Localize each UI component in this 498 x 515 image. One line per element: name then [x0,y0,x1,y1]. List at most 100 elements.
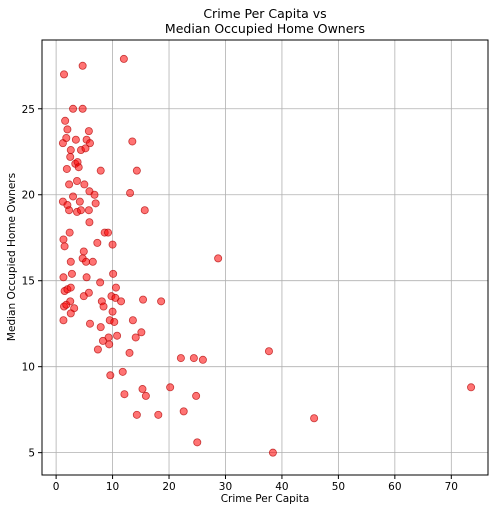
data-point [119,54,128,63]
data-point [106,371,115,380]
y-tick-label: 5 [28,448,35,460]
data-point [189,354,198,363]
data-point [109,269,118,278]
data-point [110,317,119,326]
data-point [141,391,150,400]
data-point [65,228,74,237]
data-point [66,152,75,161]
data-point [96,323,105,332]
data-point [90,190,99,199]
data-point [140,206,149,215]
data-point [69,192,78,201]
data-point [120,390,129,399]
data-point [105,340,114,349]
data-point [93,238,102,247]
data-point [82,273,91,282]
data-point [192,391,201,400]
data-point [91,199,100,208]
data-point [467,383,476,392]
data-point [154,410,163,419]
data-point [132,410,141,419]
grid-lines [42,40,488,475]
data-point [214,254,223,263]
data-point [131,333,140,342]
data-point [67,269,76,278]
data-point [126,189,135,198]
data-point [108,240,117,249]
data-point [85,218,94,227]
data-point [98,336,107,345]
plot-area-frame [41,39,489,476]
data-point [117,297,126,306]
data-point [63,125,72,134]
y-tick-label: 10 [22,362,35,374]
data-point [104,228,113,237]
x-tick-label: 40 [275,481,288,493]
data-point [108,307,117,316]
data-point [66,283,75,292]
chart-title-line-2: Median Occupied Home Owners [165,21,365,36]
data-point [66,146,75,155]
y-tick-label: 20 [22,190,35,202]
data-point [99,302,108,311]
data-point [75,197,84,206]
data-point [69,104,78,113]
data-point [137,328,146,337]
y-tick-label: 25 [22,104,35,116]
data-point [85,319,94,328]
data-point [88,257,97,266]
data-point [179,407,188,416]
data-point [59,235,68,244]
data-points [58,54,476,457]
data-point [66,297,75,306]
data-point [60,242,69,251]
data-point [76,206,85,215]
data-point [132,166,141,175]
data-point [62,164,71,173]
data-point [111,293,120,302]
data-point [81,144,90,153]
x-tick-label: 50 [332,481,345,493]
data-point [138,385,147,394]
x-tick-label: 20 [162,481,175,493]
x-axis-label: Crime Per Capita [221,493,310,505]
y-axis-ticks: 5 10 15 20 25 [22,104,42,460]
data-point [111,283,120,292]
data-point [79,247,88,256]
data-point [125,348,134,357]
data-point [78,61,87,70]
data-point [65,180,74,189]
data-point [113,331,122,340]
x-tick-label: 0 [53,481,60,493]
data-point [59,316,68,325]
x-axis-ticks: 0 10 20 30 40 50 60 70 [53,475,458,493]
data-point [85,139,94,148]
data-point [268,448,277,457]
data-point [128,137,137,146]
data-point [264,347,273,356]
data-point [139,295,148,304]
x-tick-label: 70 [445,481,458,493]
x-tick-label: 60 [388,481,401,493]
chart-title-line-1: Crime Per Capita vs [203,6,326,21]
data-point [66,309,75,318]
x-tick-label: 10 [106,481,119,493]
data-point [84,127,93,136]
data-point [96,278,105,287]
data-point [157,297,166,306]
data-point [128,316,137,325]
data-point [66,257,75,266]
data-point [84,206,93,215]
data-point [96,166,105,175]
data-point [61,116,70,125]
data-point [193,438,202,447]
data-point [310,414,319,423]
x-tick-label: 30 [219,481,232,493]
data-point [80,180,89,189]
data-point [198,355,207,364]
data-point [60,70,69,79]
data-point [71,135,80,144]
y-tick-label: 15 [22,276,35,288]
